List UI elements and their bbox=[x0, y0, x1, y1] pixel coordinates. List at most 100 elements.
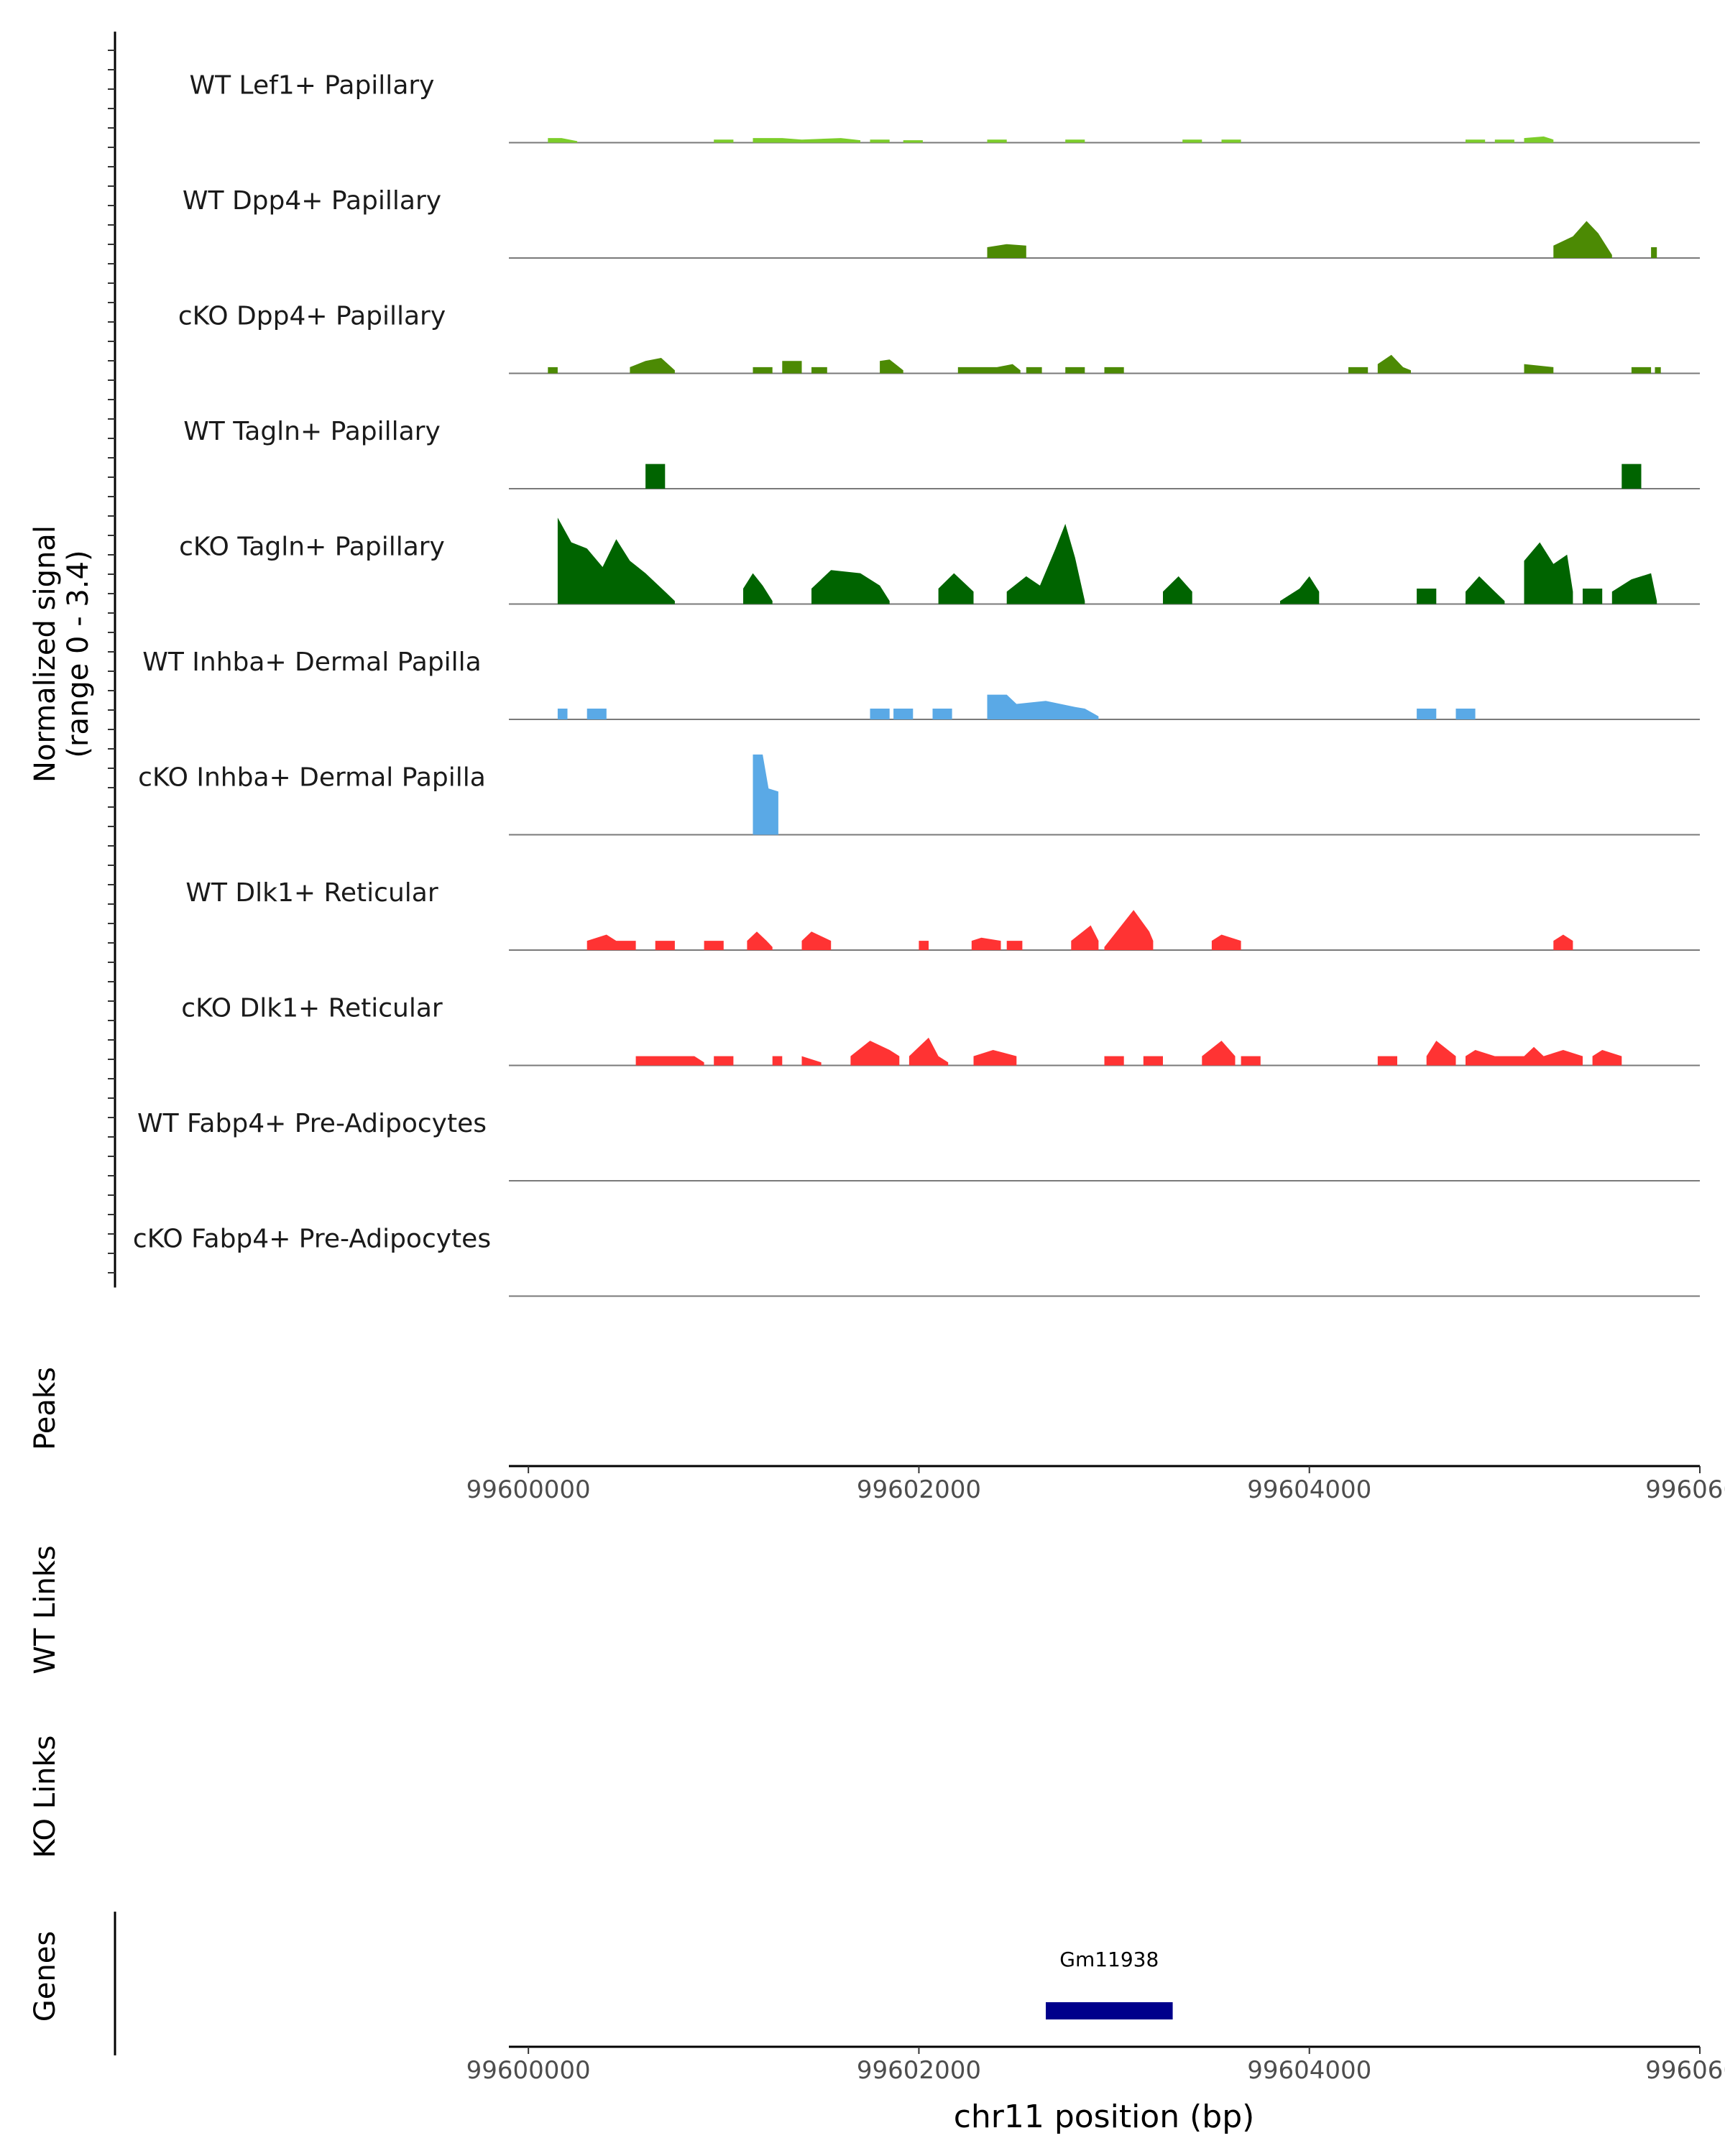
coverage-area bbox=[1466, 139, 1486, 143]
coverage-area bbox=[747, 931, 773, 950]
track: WT Dlk1+ Reticular bbox=[185, 878, 1700, 951]
coverage-area bbox=[870, 709, 890, 719]
coverage-area bbox=[893, 709, 914, 719]
track: cKO Tagln+ Papillary bbox=[179, 517, 1700, 605]
coverage-area bbox=[645, 464, 666, 489]
coverage-area bbox=[1202, 1041, 1236, 1066]
y-axis-label-line1: Normalized signal bbox=[29, 525, 62, 783]
coverage-area bbox=[753, 367, 773, 374]
coverage-area bbox=[1006, 941, 1023, 950]
coverage-area bbox=[1026, 367, 1042, 374]
ko-links-label: KO Links bbox=[29, 1736, 62, 1858]
coverage-area bbox=[1466, 1046, 1583, 1066]
x-tick-label: 99602000 bbox=[857, 1475, 981, 1504]
track: cKO Dpp4+ Papillary bbox=[178, 302, 1700, 374]
coverage-area bbox=[1221, 139, 1241, 143]
track-label: cKO Inhba+ Dermal Papilla bbox=[138, 763, 486, 793]
coverage-area bbox=[1071, 925, 1099, 950]
coverage-area bbox=[1611, 573, 1657, 604]
x-tick-label: 9960600 bbox=[1645, 1475, 1725, 1504]
coverage-area bbox=[1592, 1050, 1622, 1066]
gene-body bbox=[1046, 2002, 1173, 2019]
coverage-area bbox=[1006, 523, 1085, 604]
genes-x-axis: 99600000 99602000 99604000 9960600 bbox=[466, 2045, 1725, 2085]
coverage-area bbox=[714, 139, 734, 143]
y-axis-label-line2: (range 0 - 3.4) bbox=[62, 550, 95, 757]
coverage-area bbox=[1143, 1056, 1163, 1066]
x-tick-label: 99602000 bbox=[857, 2056, 981, 2085]
coverage-area bbox=[932, 709, 952, 719]
x-tick-label: 99604000 bbox=[1247, 2056, 1371, 2085]
track: WT Tagln+ Papillary bbox=[183, 417, 1700, 489]
track: cKO Dlk1+ Reticular bbox=[181, 994, 1700, 1067]
track-label: WT Fabp4+ Pre-Adipocytes bbox=[137, 1109, 487, 1138]
coverage-area bbox=[548, 367, 558, 374]
x-axis-label: chr11 position (bp) bbox=[954, 2099, 1255, 2135]
coverage-area bbox=[987, 244, 1026, 258]
coverage-area bbox=[1524, 136, 1554, 143]
peaks-label: Peaks bbox=[29, 1367, 62, 1450]
coverage-area bbox=[1104, 910, 1154, 950]
coverage-area bbox=[714, 1056, 734, 1066]
coverage-area bbox=[753, 138, 860, 143]
track-label: WT Dpp4+ Papillary bbox=[183, 186, 441, 216]
coverage-area bbox=[1455, 709, 1476, 719]
coverage-area bbox=[1163, 576, 1192, 604]
coverage-area bbox=[557, 517, 675, 604]
coverage-area bbox=[987, 139, 1007, 143]
track: WT Lef1+ Papillary bbox=[190, 71, 1700, 144]
x-tick-label: 9960600 bbox=[1645, 2056, 1725, 2085]
coverage-area bbox=[1104, 367, 1124, 374]
coverage-area bbox=[743, 573, 773, 604]
coverage-area bbox=[1655, 367, 1661, 374]
coverage-area bbox=[987, 694, 1099, 719]
coverage-area bbox=[1348, 367, 1368, 374]
wt-links-label: WT Links bbox=[29, 1545, 62, 1674]
coverage-area bbox=[1377, 1056, 1397, 1066]
coverage-area bbox=[1280, 576, 1320, 604]
coverage-area bbox=[971, 937, 1001, 950]
coverage-area bbox=[908, 1037, 949, 1066]
coverage-area bbox=[1426, 1041, 1456, 1066]
track: cKO Fabp4+ Pre-Adipocytes bbox=[133, 1225, 1700, 1297]
coverage-area bbox=[801, 931, 832, 950]
x-tick-label: 99604000 bbox=[1247, 1475, 1371, 1504]
coverage-area bbox=[1524, 542, 1573, 604]
coverage-area bbox=[1524, 364, 1554, 374]
track-label: WT Tagln+ Papillary bbox=[183, 417, 441, 446]
track-label: cKO Dlk1+ Reticular bbox=[181, 994, 443, 1023]
gene-track: Gm11938 bbox=[1046, 1948, 1173, 2019]
x-tick-label: 99600000 bbox=[466, 2056, 591, 2085]
track-label: cKO Tagln+ Papillary bbox=[179, 533, 445, 562]
coverage-area bbox=[938, 573, 974, 604]
coverage-area bbox=[1104, 1056, 1124, 1066]
coverage-area bbox=[1417, 709, 1437, 719]
coverage-area bbox=[782, 361, 802, 374]
coverage-area bbox=[1494, 139, 1514, 143]
coverage-area bbox=[850, 1041, 900, 1066]
coverage-area bbox=[1182, 139, 1202, 143]
x-tick-label: 99600000 bbox=[466, 1475, 591, 1504]
coverage-area bbox=[586, 934, 636, 950]
coverage-area bbox=[957, 364, 1021, 374]
coverage-area bbox=[586, 709, 607, 719]
track: cKO Inhba+ Dermal Papilla bbox=[138, 754, 1700, 836]
track-label: WT Dlk1+ Reticular bbox=[185, 878, 438, 908]
coverage-area bbox=[1241, 1056, 1261, 1066]
coverage-area bbox=[772, 1056, 783, 1066]
coverage-area bbox=[1211, 934, 1241, 950]
track: WT Fabp4+ Pre-Adipocytes bbox=[137, 1109, 1700, 1181]
coverage-area bbox=[919, 941, 929, 950]
signal-y-axis bbox=[108, 32, 116, 1288]
coverage-area bbox=[1583, 589, 1603, 604]
coverage-area bbox=[1065, 367, 1085, 374]
coverage-area bbox=[903, 140, 923, 143]
coverage-area bbox=[1622, 464, 1642, 489]
coverage-area bbox=[801, 1056, 822, 1066]
coverage-area bbox=[753, 754, 778, 835]
coverage-area bbox=[655, 941, 675, 950]
peaks-x-axis: 99600000 99602000 99604000 9960600 bbox=[466, 1465, 1725, 1504]
coverage-area bbox=[557, 709, 568, 719]
coverage-area bbox=[973, 1050, 1017, 1066]
